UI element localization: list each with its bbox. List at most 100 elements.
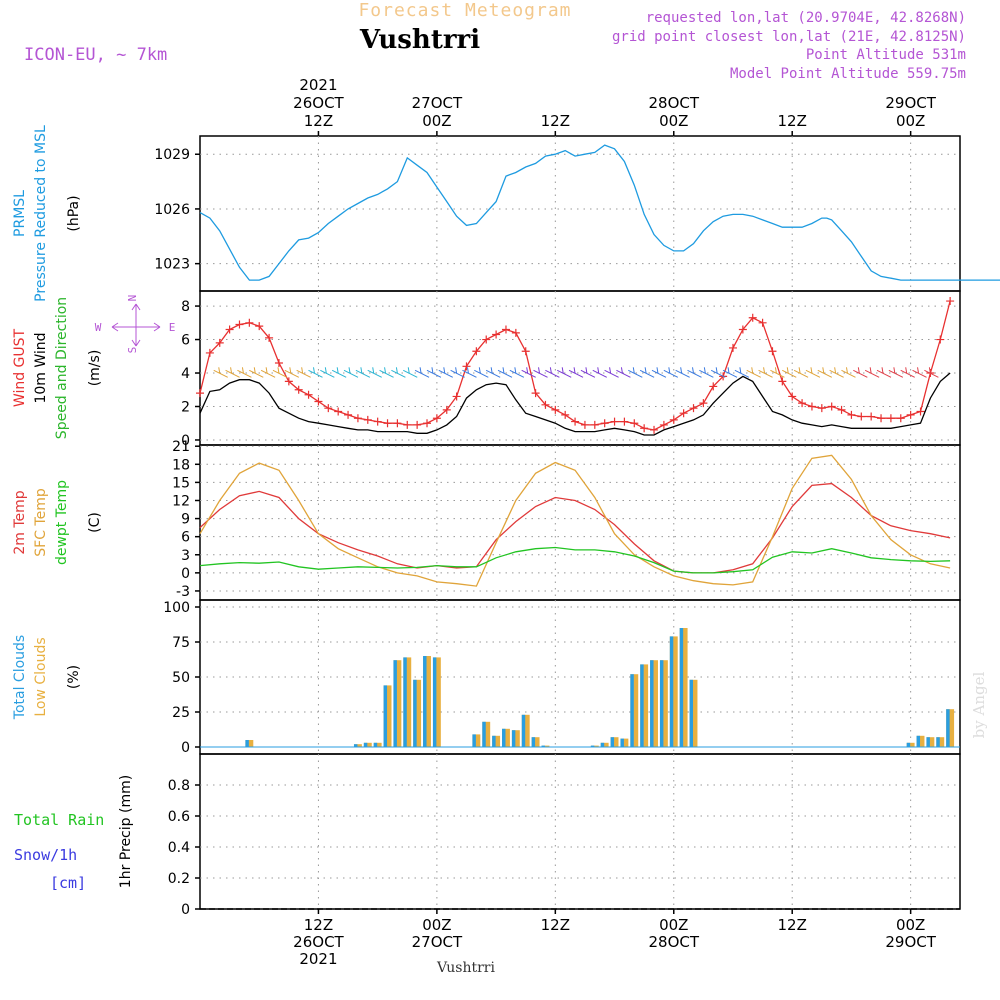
- wind-direction-arrow: [414, 367, 430, 378]
- wind-direction-arrow: [710, 367, 726, 378]
- bottom-tick-label: 26OCT: [293, 933, 344, 951]
- total-cloud-bar: [511, 730, 516, 747]
- compass-rose: N S W E: [95, 295, 176, 354]
- y-tick-label: 12: [172, 493, 190, 509]
- gust-point: [906, 410, 915, 419]
- gust-point: [807, 402, 816, 411]
- top-tick-label: 00Z: [896, 112, 925, 130]
- gust-point: [837, 405, 846, 414]
- wind-direction-arrow: [391, 367, 406, 378]
- total-cloud-bar: [502, 728, 506, 747]
- panel-precip: 0 0.2 0.4 0.6 0.8 Total Rain Snow/1h [cm] 1hr Pr…: [14, 753, 961, 918]
- low-cloud-bar: [926, 737, 935, 747]
- total-cloud-bar: [650, 660, 654, 747]
- total-cloud-bar: [600, 742, 605, 747]
- total-cloud-bar: [679, 628, 684, 747]
- point-altitude: Point Altitude 531m: [806, 47, 966, 63]
- panel-pressure: 1023 1026 1029 PRMSL Pressure Reduced to MSL…: [12, 125, 1000, 302]
- wind-direction-arrow: [616, 367, 631, 378]
- low-cloud-bar: [423, 656, 431, 747]
- total-cloud-bar: [353, 744, 358, 747]
- y-tick-label: 15: [172, 475, 190, 491]
- low-cloud-bar: [482, 721, 491, 747]
- y-tick-label: 1029: [154, 147, 190, 163]
- panel-label: SFC Temp: [33, 488, 49, 557]
- panel-label: 2m Temp: [12, 490, 28, 554]
- y-tick-label: 4: [181, 366, 190, 382]
- low-cloud-bar: [521, 714, 530, 747]
- top-tick-label: 26OCT: [293, 94, 344, 112]
- y-tick-label: 8: [181, 299, 190, 315]
- total-cloud-bar: [916, 735, 921, 747]
- total-cloud-bar: [472, 734, 476, 747]
- total-cloud-bar: [946, 709, 950, 747]
- wind-direction-arrow: [912, 367, 927, 378]
- y-tick-label: 50: [172, 670, 190, 686]
- gust-point: [501, 325, 510, 334]
- gust-point: [679, 409, 688, 418]
- model-point-altitude: Model Point Altitude 559.75m: [730, 66, 966, 82]
- panel-unit: (m/s): [87, 350, 103, 387]
- wind-direction-arrow: [829, 367, 844, 378]
- gust-point: [294, 385, 303, 394]
- total-cloud-bar: [373, 742, 378, 747]
- low-cloud-bar: [669, 636, 678, 747]
- panel-frame: [199, 599, 961, 755]
- gust-point: [531, 389, 540, 398]
- gust-point: [215, 338, 224, 347]
- low-cloud-bar: [531, 737, 540, 747]
- wind-direction-arrow: [509, 367, 525, 378]
- low-cloud-bar: [403, 657, 412, 747]
- wind-direction-arrow: [438, 367, 454, 378]
- gust-point: [551, 405, 560, 414]
- gust-point: [610, 417, 619, 426]
- gust-point: [748, 313, 757, 322]
- total-cloud-bar: [531, 737, 536, 747]
- series-line-prmsl: [199, 144, 1000, 281]
- total-cloud-bar: [393, 660, 397, 747]
- gust-point: [778, 377, 787, 386]
- wind-direction-arrow: [249, 367, 264, 378]
- panel-frame: [199, 135, 961, 292]
- gust-point: [857, 412, 866, 421]
- gust-point: [482, 335, 491, 344]
- top-tick-label: 00Z: [422, 112, 451, 130]
- total-cloud-bar: [659, 660, 664, 747]
- wind-direction-arrow: [876, 367, 892, 378]
- wind-direction-arrow: [260, 367, 276, 378]
- total-cloud-bar: [541, 745, 545, 747]
- y-tick-label: 25: [172, 705, 190, 721]
- gust-point: [669, 415, 678, 424]
- total-cloud-bar: [383, 685, 388, 747]
- wind-direction-arrow: [770, 367, 785, 378]
- total-cloud-bar: [413, 679, 417, 747]
- series-line-dewpt-temp: [199, 546, 951, 574]
- precip-unit: 1hr Precip (mm): [118, 775, 134, 888]
- gust-point: [521, 347, 530, 356]
- gust-point: [886, 414, 895, 423]
- wind-direction-arrow: [592, 367, 607, 378]
- gust-point: [817, 404, 826, 413]
- y-tick-label: 18: [172, 457, 190, 473]
- gust-point: [334, 407, 343, 416]
- series-line-10m-wind: [199, 372, 951, 436]
- wind-direction-arrow: [367, 367, 382, 378]
- wind-direction-arrow: [296, 367, 311, 378]
- panel-frame: [199, 444, 961, 601]
- low-cloud-bar: [610, 737, 619, 747]
- series-line-wind-gust: [199, 300, 951, 431]
- low-cloud-bar: [432, 657, 441, 747]
- total-cloud-bar: [363, 742, 368, 747]
- wind-direction-arrow: [426, 367, 442, 378]
- gust-point: [196, 389, 204, 398]
- gust-point: [442, 405, 451, 414]
- gust-point: [650, 425, 659, 434]
- y-tick-label: 75: [172, 635, 190, 651]
- panel-label: Low Clouds: [33, 637, 49, 716]
- snow-label: Snow/1h: [14, 846, 77, 864]
- gust-point: [265, 333, 274, 342]
- y-tick-label: 100: [163, 600, 190, 616]
- gust-point: [728, 343, 737, 352]
- gust-point: [432, 414, 441, 423]
